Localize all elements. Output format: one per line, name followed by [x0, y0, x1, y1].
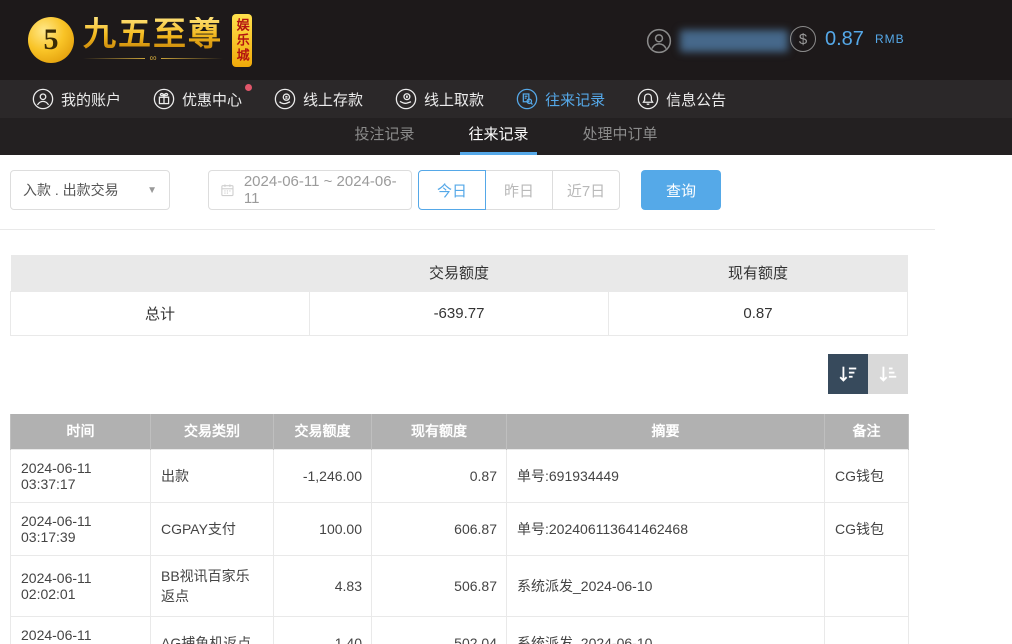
table-row: 2024-06-11 03:17:39 CGPAY支付 100.00 606.8… [10, 502, 909, 556]
summary-transaction-total: -639.77 [309, 290, 609, 336]
cell-amount: -1,246.00 [273, 449, 372, 503]
withdraw-icon [395, 88, 417, 110]
top-header: 5 九五至尊 ∞ 娱乐城 $ 0.87 RMB [0, 0, 1012, 80]
nav-label: 信息公告 [666, 91, 727, 109]
calendar-icon [221, 184, 234, 197]
balance-amount: 0.87 [825, 27, 864, 50]
last7days-button[interactable]: 近7日 [552, 170, 620, 210]
nav-item-promotions[interactable]: 优惠中心 [153, 84, 253, 110]
brand-title: 九五至尊 [83, 14, 223, 52]
cell-note [824, 616, 909, 644]
cell-type: CGPAY支付 [150, 502, 274, 556]
cell-note: CG钱包 [824, 502, 909, 556]
deposit-icon [274, 88, 296, 110]
table-row: 2024-06-11 02:02:01 AG捕鱼机返点 1.40 502.04 … [10, 616, 909, 644]
cell-note [824, 555, 909, 617]
summary-header-empty [10, 255, 310, 291]
col-header-time: 时间 [10, 413, 151, 450]
cell-balance: 502.04 [371, 616, 507, 644]
tab-bet-records[interactable]: 投注记录 [354, 126, 415, 143]
brand-logo: 5 九五至尊 ∞ 娱乐城 [28, 13, 279, 67]
sort-descending-icon [839, 366, 857, 382]
nav-label: 我的账户 [61, 91, 122, 109]
cell-time: 2024-06-11 03:17:39 [10, 502, 151, 556]
brand-emblem-icon: 5 [28, 17, 74, 63]
table-row: 2024-06-11 02:02:01 BB视讯百家乐返点 4.83 506.8… [10, 555, 909, 617]
date-range-value: 2024-06-11 ~ 2024-06-11 [243, 173, 397, 207]
col-header-balance: 现有额度 [371, 413, 507, 450]
cell-summary: 单号:691934449 [506, 449, 825, 503]
col-header-summary: 摘要 [506, 413, 825, 450]
user-account[interactable] [646, 28, 788, 54]
nav-item-withdraw[interactable]: 线上取款 [395, 88, 484, 110]
user-icon [646, 28, 672, 54]
cell-type: AG捕鱼机返点 [150, 616, 274, 644]
table-row: 2024-06-11 03:37:17 出款 -1,246.00 0.87 单号… [10, 449, 909, 503]
nav-label: 线上存款 [303, 91, 364, 109]
brand-badge: 娱乐城 [232, 13, 252, 67]
cell-time: 2024-06-11 02:02:01 [10, 555, 151, 617]
dollar-coin-icon: $ [790, 26, 816, 52]
cell-balance: 0.87 [371, 449, 507, 503]
bell-icon [637, 88, 659, 110]
sort-descending-button[interactable] [828, 353, 868, 394]
balance-currency: RMB [874, 32, 905, 46]
record-subtabs: 投注记录 往来记录 处理中订单 [0, 118, 1012, 155]
cell-summary: 系统派发_2024-06-10 [506, 555, 825, 617]
nav-label: 线上取款 [424, 91, 485, 109]
main-nav: 我的账户 优惠中心 线上存款 线上取款 往来记录 信息公告 [0, 80, 1012, 118]
nav-item-announcements[interactable]: 信息公告 [637, 88, 726, 110]
sort-ascending-icon [879, 366, 897, 382]
cell-note: CG钱包 [824, 449, 909, 503]
records-header-row: 时间 交易类别 交易额度 现有额度 摘要 备注 [10, 413, 909, 450]
yesterday-button[interactable]: 昨日 [485, 170, 553, 210]
summary-header-balance: 现有额度 [608, 255, 908, 291]
nav-item-deposit[interactable]: 线上存款 [274, 88, 363, 110]
cell-amount: 100.00 [273, 502, 372, 556]
tab-pending-orders[interactable]: 处理中订单 [582, 126, 658, 143]
summary-total-row: 总计 -639.77 0.87 [10, 290, 908, 336]
nav-label: 优惠中心 [182, 91, 243, 109]
cell-type: 出款 [150, 449, 274, 503]
summary-table: 交易额度 现有额度 总计 -639.77 0.87 [10, 255, 908, 336]
nav-item-my-account[interactable]: 我的账户 [32, 88, 121, 110]
cell-amount: 4.83 [273, 555, 372, 617]
balance-display: $ 0.87 RMB [790, 26, 905, 52]
nav-item-transaction-records[interactable]: 往来记录 [516, 88, 605, 110]
cell-balance: 506.87 [371, 555, 507, 617]
sort-ascending-button[interactable] [868, 353, 908, 394]
nav-label: 往来记录 [545, 91, 606, 109]
section-divider [0, 229, 935, 230]
account-icon [32, 88, 54, 110]
search-button[interactable]: 查询 [641, 170, 721, 210]
summary-balance-total: 0.87 [608, 290, 908, 336]
col-header-amount: 交易额度 [273, 413, 372, 450]
sort-controls [0, 353, 908, 394]
col-header-type: 交易类别 [150, 413, 274, 450]
records-table: 时间 交易类别 交易额度 现有额度 摘要 备注 2024-06-11 03:37… [10, 413, 909, 644]
cell-summary: 单号:202406113641462468 [506, 502, 825, 556]
username-redacted [680, 30, 788, 52]
brand-flourish: ∞ [83, 53, 224, 64]
tab-transaction-records[interactable]: 往来记录 [460, 118, 537, 155]
cell-summary: 系统派发_2024-06-10 [506, 616, 825, 644]
gift-icon [153, 88, 175, 110]
col-header-note: 备注 [824, 413, 909, 450]
quick-date-group: 今日 昨日 近7日 [418, 170, 620, 210]
summary-header-transaction: 交易额度 [309, 255, 609, 291]
cell-type: BB视讯百家乐返点 [150, 555, 274, 617]
transaction-type-select[interactable]: 入款 . 出款交易 ▼ [10, 170, 170, 210]
chevron-down-icon: ▼ [147, 184, 157, 196]
cell-time: 2024-06-11 03:37:17 [10, 449, 151, 503]
today-button[interactable]: 今日 [418, 170, 486, 210]
records-icon [516, 88, 538, 110]
notification-dot [245, 84, 253, 91]
filter-bar: 入款 . 出款交易 ▼ 2024-06-11 ~ 2024-06-11 今日 昨… [10, 170, 1012, 210]
cell-time: 2024-06-11 02:02:01 [10, 616, 151, 644]
cell-balance: 606.87 [371, 502, 507, 556]
summary-total-label: 总计 [10, 290, 310, 336]
cell-amount: 1.40 [273, 616, 372, 644]
selected-type: 入款 . 出款交易 [23, 182, 119, 198]
date-range-input[interactable]: 2024-06-11 ~ 2024-06-11 [208, 170, 412, 210]
